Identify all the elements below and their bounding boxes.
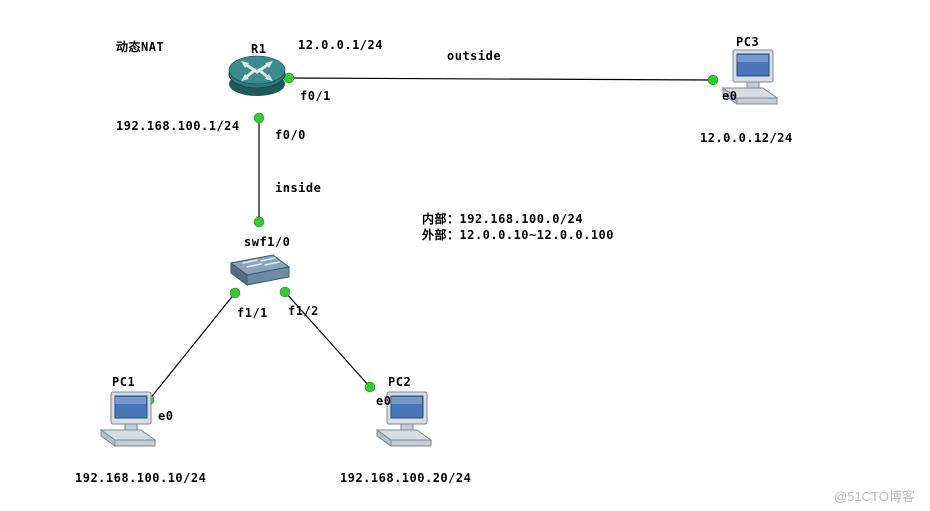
r1-f0-0-ip: 192.168.100.1/24 (116, 119, 240, 133)
pc-icon (97, 390, 159, 448)
watermark: @51CTO博客 (834, 486, 915, 505)
pc2-ip: 192.168.100.20/24 (340, 471, 471, 485)
r1-f0-1-ip: 12.0.0.1/24 (298, 38, 383, 52)
port-sw-top (254, 217, 264, 227)
r1-label: R1 (251, 42, 266, 56)
switch-icon (223, 245, 291, 289)
pc1-e0-if: e0 (158, 409, 173, 423)
pc1-ip: 192.168.100.10/24 (75, 471, 206, 485)
port-pc3-e0 (708, 75, 718, 85)
sw-f1-2-if: f1/2 (288, 304, 319, 318)
pc3-e0-if: e0 (722, 89, 737, 103)
pc3-label: PC3 (736, 35, 759, 49)
title-label: 动态NAT (116, 38, 164, 55)
router-icon (227, 50, 287, 98)
pc2-label: PC2 (388, 375, 411, 389)
inside-zone-label: inside (275, 181, 321, 195)
sw-f1-1-if: f1/1 (237, 306, 268, 320)
pc1-label: PC1 (112, 375, 135, 389)
port-sw-f1-1 (230, 288, 240, 298)
switch-sw (223, 245, 291, 289)
port-r1-f0-0 (254, 113, 264, 123)
link-sw-pc1 (149, 293, 235, 400)
router-r1 (227, 50, 287, 98)
outside-zone-label: outside (447, 49, 501, 63)
r1-f0-1-if: f0/1 (300, 89, 331, 103)
pc2-e0-if: e0 (376, 394, 391, 408)
note-outside: 外部：12.0.0.10~12.0.0.100 (422, 226, 614, 243)
r1-f0-0-if: f0/0 (275, 128, 306, 142)
pc1 (97, 390, 159, 448)
sw-label: swf1/0 (244, 235, 290, 249)
link-r1-pc3 (289, 78, 713, 80)
pc3-ip: 12.0.0.12/24 (700, 131, 793, 145)
note-inside: 内部：192.168.100.0/24 (422, 210, 583, 227)
